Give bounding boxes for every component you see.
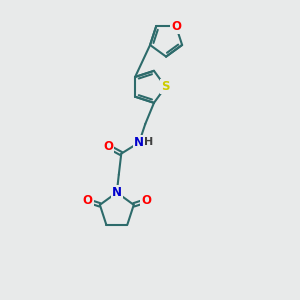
Text: O: O xyxy=(171,20,181,33)
Text: S: S xyxy=(161,80,170,93)
Text: N: N xyxy=(112,186,122,199)
Text: O: O xyxy=(141,194,151,207)
Text: N: N xyxy=(112,186,122,199)
Text: H: H xyxy=(144,137,153,147)
Text: O: O xyxy=(103,140,113,153)
Text: N: N xyxy=(134,136,144,149)
Text: O: O xyxy=(82,194,93,207)
